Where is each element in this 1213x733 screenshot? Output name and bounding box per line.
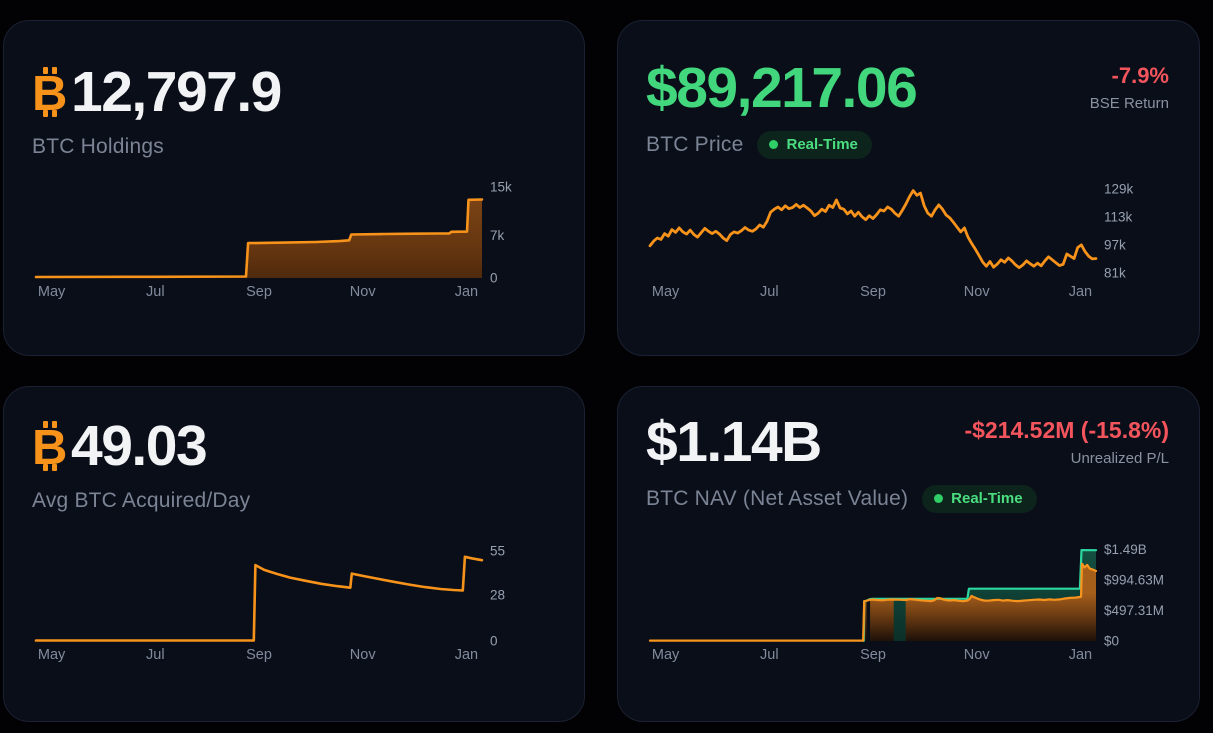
svg-text:0: 0 [490, 271, 498, 286]
svg-text:Sep: Sep [860, 647, 886, 663]
btc-price-value-row: $89,217.06 [646, 56, 1173, 120]
svg-text:May: May [652, 284, 680, 300]
svg-text:55: 55 [490, 544, 505, 559]
svg-text:7k: 7k [490, 228, 505, 243]
btc-holdings-value-row: B 12,797.9 [32, 59, 558, 123]
svg-text:May: May [652, 647, 680, 663]
bitcoin-icon: B [32, 67, 67, 118]
svg-text:$497.31M: $497.31M [1104, 603, 1164, 618]
btc-nav-value-row: $1.14B [646, 410, 1173, 474]
avg-btc-acquired-chart[interactable]: 0 28 55 May Jul Sep Nov Jan [30, 541, 570, 665]
real-time-badge-text: Real-Time [786, 135, 858, 153]
svg-text:Jul: Jul [760, 647, 779, 663]
avg-btc-acquired-card: B 49.03 Avg BTC Acquired/Day 0 28 55 May Jul… [3, 386, 585, 722]
real-time-badge: Real-Time [757, 130, 872, 159]
svg-text:May: May [38, 284, 66, 300]
btc-price-card: -7.9% BSE Return $89,217.06 BTC Price Re… [617, 20, 1200, 356]
svg-text:Jul: Jul [146, 284, 165, 300]
svg-text:Jan: Jan [455, 647, 478, 663]
bse-return-value: -7.9% [1111, 63, 1169, 88]
svg-text:$994.63M: $994.63M [1104, 572, 1164, 587]
svg-text:Nov: Nov [350, 647, 377, 663]
btc-holdings-chart[interactable]: 0 7k 15k May Jul Sep Nov Jan [30, 178, 570, 302]
svg-text:113k: 113k [1104, 210, 1133, 225]
avg-btc-acquired-label: Avg BTC Acquired/Day [32, 488, 251, 512]
real-time-badge-text: Real-Time [951, 489, 1023, 507]
bse-return-label: BSE Return [1089, 95, 1169, 112]
avg-btc-value-row: B 49.03 [32, 413, 558, 477]
btc-holdings-card: B 12,797.9 BTC Holdings 0 7k 15k May Jul Sep N… [3, 20, 585, 356]
bse-return-block: -7.9% BSE Return [1090, 63, 1169, 112]
btc-nav-card: -$214.52M (-15.8%) Unrealized P/L $1.14B… [617, 386, 1200, 722]
svg-text:Jan: Jan [455, 284, 478, 300]
svg-text:15k: 15k [490, 180, 512, 195]
svg-text:Sep: Sep [860, 284, 886, 300]
svg-text:Jul: Jul [146, 647, 165, 663]
svg-text:Nov: Nov [964, 647, 991, 663]
svg-text:Nov: Nov [350, 284, 377, 300]
svg-text:28: 28 [490, 588, 505, 603]
svg-text:B: B [32, 421, 67, 472]
btc-price-label: BTC Price [646, 132, 744, 156]
btc-nav-label: BTC NAV (Net Asset Value) [646, 486, 909, 510]
svg-text:0: 0 [490, 634, 498, 649]
unrealized-pl-label: Unrealized P/L [1070, 450, 1169, 467]
svg-text:81k: 81k [1104, 265, 1126, 280]
unrealized-pl-block: -$214.52M (-15.8%) Unrealized P/L [964, 417, 1169, 467]
svg-text:B: B [32, 67, 67, 118]
btc-price-value: $89,217.06 [646, 56, 918, 120]
btc-nav-value: $1.14B [646, 410, 822, 474]
svg-text:Nov: Nov [964, 284, 991, 300]
bitcoin-icon: B [32, 421, 67, 472]
svg-text:Jul: Jul [760, 284, 779, 300]
svg-text:Sep: Sep [246, 647, 272, 663]
live-dot-icon [769, 139, 779, 149]
real-time-badge: Real-Time [922, 484, 1037, 513]
btc-holdings-label: BTC Holdings [32, 134, 164, 158]
svg-text:Jan: Jan [1069, 284, 1092, 300]
btc-nav-chart[interactable]: $0 $497.31M $994.63M $1.49B May Jul Sep Nov Jan [644, 541, 1184, 665]
svg-text:$1.49B: $1.49B [1104, 542, 1147, 557]
unrealized-pl-value: -$214.52M (-15.8%) [964, 417, 1169, 443]
svg-text:97k: 97k [1104, 237, 1126, 252]
svg-text:Sep: Sep [246, 284, 272, 300]
svg-text:Jan: Jan [1069, 647, 1092, 663]
btc-holdings-value: 12,797.9 [71, 60, 282, 124]
avg-btc-acquired-value: 49.03 [71, 414, 208, 478]
svg-text:May: May [38, 647, 66, 663]
btc-price-chart[interactable]: 81k 97k 113k 129k May Jul Sep Nov Jan [644, 178, 1184, 302]
svg-text:129k: 129k [1104, 182, 1134, 197]
live-dot-icon [934, 493, 944, 503]
svg-text:$0: $0 [1104, 634, 1119, 649]
